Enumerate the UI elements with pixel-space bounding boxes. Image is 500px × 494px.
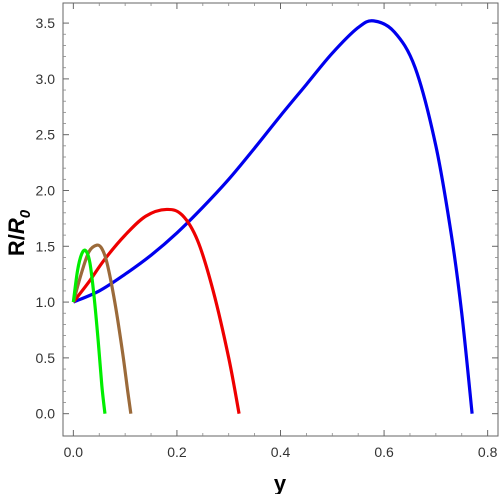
y-tick-label: 0.5: [36, 350, 56, 366]
plot-frame-rect: [62, 2, 499, 437]
x-tick-label: 0.6: [374, 444, 394, 460]
y-axis-label-subscript: 0: [17, 209, 34, 218]
y-tick-label: 3.0: [36, 71, 56, 87]
series-line-2: [72, 207, 241, 414]
series-line-1: [72, 19, 474, 414]
y-tick-label: 3.5: [36, 15, 56, 31]
series-lines: [71, 19, 474, 414]
series-line-3: [71, 243, 133, 414]
y-axis-label: R/R0: [4, 209, 34, 256]
y-tick-label: 2.5: [36, 127, 56, 143]
y-axis-label-main: R/: [4, 234, 29, 256]
y-tick-label: 1.5: [36, 238, 56, 254]
y-tick-label: 0.0: [36, 406, 56, 422]
plot-frame: [62, 2, 499, 437]
x-tick-label: 0.8: [478, 444, 498, 460]
series-line-4: [71, 248, 107, 414]
y-axis-ticks: 0.0 0.5 1.0 1.5 2.0 2.5 3.0 3.5: [36, 15, 498, 422]
x-tick-label: 0.2: [167, 444, 187, 460]
y-tick-label: 2.0: [36, 182, 56, 198]
y-axis-label-italic: R: [4, 218, 29, 234]
y-tick-label: 1.0: [36, 294, 56, 310]
x-tick-label: 0.0: [64, 444, 84, 460]
x-tick-label: 0.4: [271, 444, 291, 460]
x-axis-label: y: [274, 471, 287, 494]
x-axis-ticks: 0.0 0.2 0.4 0.6 0.8: [64, 3, 498, 460]
